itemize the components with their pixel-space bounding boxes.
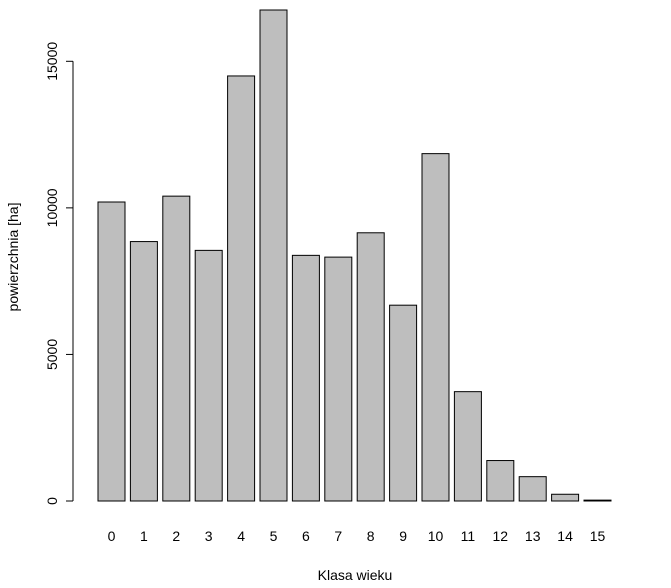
bar-8 (356, 232, 385, 502)
bars-group (97, 9, 612, 502)
y-tick-label: 5000 (44, 339, 60, 370)
bar-13 (518, 476, 547, 502)
x-tick-label: 3 (205, 528, 213, 544)
x-tick-label: 14 (557, 528, 573, 544)
x-tick-label: 8 (367, 528, 375, 544)
x-tick-label: 5 (270, 528, 278, 544)
y-axis-title: powierzchnia [ha] (5, 203, 21, 312)
bar-7 (324, 256, 353, 502)
bar-5 (259, 9, 288, 502)
bar-12 (486, 460, 515, 502)
y-tick-label: 15000 (44, 42, 60, 81)
x-tick-label: 11 (461, 528, 476, 544)
x-tick-label: 7 (334, 528, 342, 544)
x-tick-label: 2 (172, 528, 180, 544)
x-tick-label: 15 (590, 528, 606, 544)
x-tick-label: 10 (428, 528, 444, 544)
x-tick-label: 6 (302, 528, 310, 544)
x-tick-label: 9 (399, 528, 407, 544)
bar-0 (97, 201, 126, 502)
bar-3 (194, 249, 223, 502)
x-tick-label: 4 (237, 528, 245, 544)
bar-14 (551, 493, 580, 502)
y-axis: 0 5000 10000 15000 (44, 42, 74, 505)
x-axis-title: Klasa wieku (318, 567, 393, 583)
bar-2 (162, 195, 191, 502)
bar-9 (389, 304, 418, 502)
bar-4 (227, 75, 256, 502)
x-tick-label: 13 (525, 528, 541, 544)
x-tick-labels: 0 1 2 3 4 5 6 7 8 9 10 11 12 13 14 15 (108, 528, 606, 544)
bar-1 (129, 241, 158, 502)
bar-11 (453, 391, 482, 502)
x-tick-label: 12 (493, 528, 509, 544)
bar-10 (421, 153, 450, 502)
y-tick-label: 10000 (44, 188, 60, 227)
bar-15 (583, 499, 612, 502)
x-tick-label: 1 (140, 528, 148, 544)
y-tick-label: 0 (44, 497, 60, 505)
x-tick-label: 0 (108, 528, 116, 544)
bar-6 (291, 254, 320, 502)
